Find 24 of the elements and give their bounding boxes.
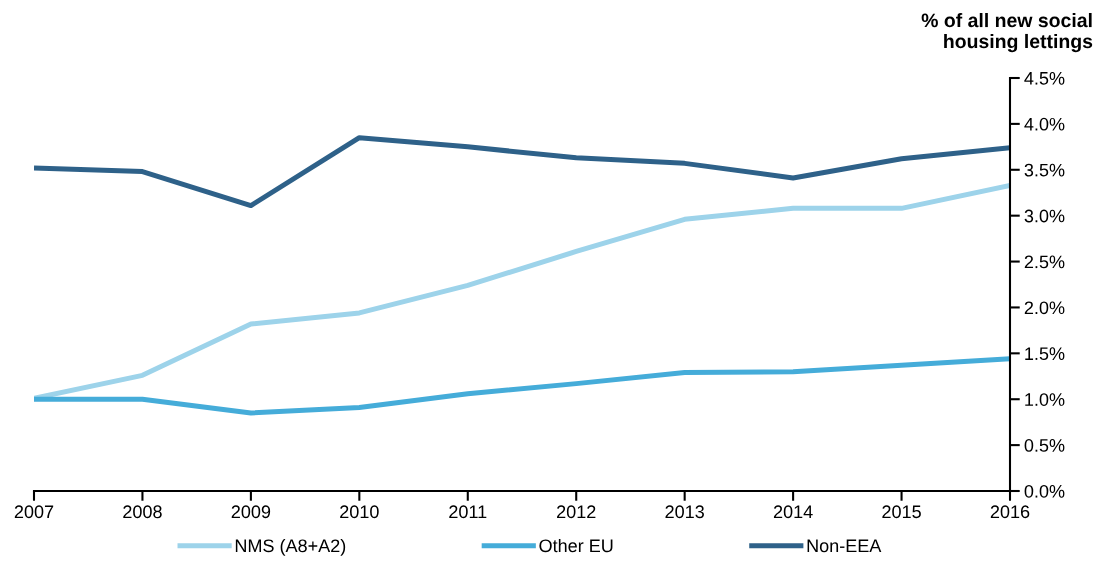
x-tick-label: 2009 xyxy=(231,505,271,519)
y-tick-label: 3.5% xyxy=(1024,163,1065,177)
x-tick-label: 2016 xyxy=(990,505,1030,519)
x-tick-label: 2011 xyxy=(449,505,487,519)
x-tick-label: 2010 xyxy=(340,505,379,519)
y-tick-label: 4.5% xyxy=(1024,72,1065,85)
x-tick-label: 2012 xyxy=(557,505,596,519)
y-tick-label: 0.0% xyxy=(1024,484,1065,498)
y-tick-label: 2.0% xyxy=(1024,301,1065,315)
legend-label: NMS (A8+A2) xyxy=(235,538,346,556)
x-tick-label: 2007 xyxy=(14,505,54,519)
y-tick-label: 0.5% xyxy=(1024,439,1065,452)
legend-label: Non-EEA xyxy=(807,539,882,553)
x-tick-label: 2013 xyxy=(665,505,704,519)
y-tick-label: 2.5% xyxy=(1024,255,1065,269)
x-tick-label: 2014 xyxy=(773,505,813,519)
legend-label: Other EU xyxy=(539,538,613,553)
x-tick-label: 2015 xyxy=(882,505,921,519)
y-tick-label: 1.5% xyxy=(1025,347,1065,361)
y-tick-label: 3.0% xyxy=(1024,209,1065,223)
y-tick-label: 4.0% xyxy=(1024,117,1065,131)
y-axis-title: % of all new social housing lettings xyxy=(921,12,1093,53)
y-tick-label: 1.0% xyxy=(1025,393,1065,406)
x-tick-label: 2008 xyxy=(123,505,162,519)
